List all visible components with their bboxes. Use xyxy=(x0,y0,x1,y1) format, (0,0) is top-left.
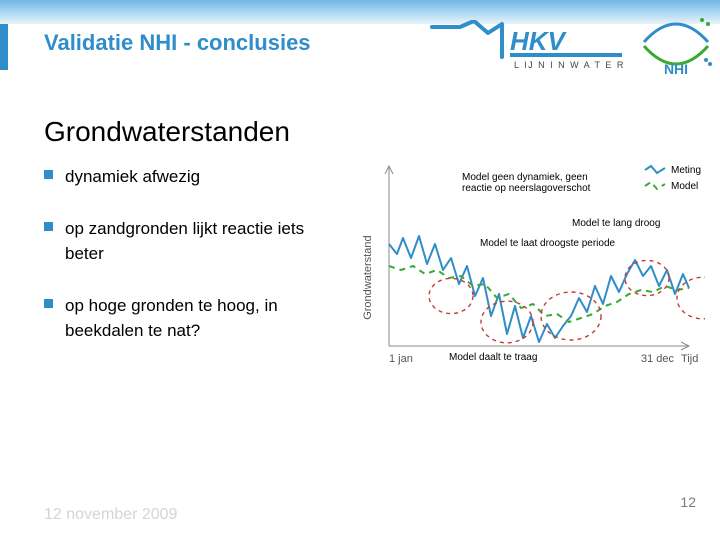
svg-text:Model: Model xyxy=(671,181,698,192)
svg-text:Model te lang droog: Model te lang droog xyxy=(572,218,660,229)
list-item: op hoge gronden te hoog, in beekdalen te… xyxy=(44,293,344,344)
bullet-text: op hoge gronden te hoog, in beekdalen te… xyxy=(65,293,344,344)
slide: Validatie NHI - conclusies HKV L IJ N I … xyxy=(0,0,720,540)
bullet-text: dynamiek afwezig xyxy=(65,164,200,190)
bullet-square-icon xyxy=(44,170,53,179)
hkv-letters: HKV xyxy=(510,26,568,56)
bullet-square-icon xyxy=(44,222,53,231)
hkv-subtitle: L IJ N I N W A T E R xyxy=(514,60,625,70)
list-item: dynamiek afwezig xyxy=(44,164,344,190)
svg-text:Model geen dynamiek, geen: Model geen dynamiek, geen xyxy=(462,172,588,183)
bullet-square-icon xyxy=(44,299,53,308)
bullet-list: dynamiek afwezig op zandgronden lijkt re… xyxy=(44,164,344,370)
groundwater-chart: Grondwaterstand 1 jan 31 dec Tijd Model geen… xyxy=(355,160,705,380)
nhi-dot xyxy=(706,22,710,26)
svg-text:Tijd: Tijd xyxy=(681,353,698,365)
nhi-dot xyxy=(700,18,704,22)
svg-text:Model daalt te traag: Model daalt te traag xyxy=(449,352,537,363)
nhi-arc-top xyxy=(644,24,708,42)
hkv-underline xyxy=(510,53,622,57)
svg-text:Model te laat droogste periode: Model te laat droogste periode xyxy=(480,238,616,249)
nhi-logo: NHI xyxy=(640,14,712,76)
slide-header-title: Validatie NHI - conclusies xyxy=(44,30,311,56)
nhi-label: NHI xyxy=(664,61,688,76)
footer-page-number: 12 xyxy=(680,494,696,510)
footer-date: 12 november 2009 xyxy=(44,506,177,524)
hkv-wave-icon xyxy=(432,21,502,57)
content-title: Grondwaterstanden xyxy=(44,116,290,148)
svg-text:1 jan: 1 jan xyxy=(389,353,413,365)
svg-text:Grondwaterstand: Grondwaterstand xyxy=(362,235,374,319)
svg-text:Meting: Meting xyxy=(671,165,701,176)
svg-text:reactie op neerslagoverschot: reactie op neerslagoverschot xyxy=(462,183,591,194)
hkv-logo: HKV L IJ N I N W A T E R xyxy=(430,20,630,75)
accent-bar xyxy=(0,24,8,70)
nhi-dot xyxy=(704,58,708,62)
nhi-dot xyxy=(708,62,712,66)
list-item: op zandgronden lijkt reactie iets beter xyxy=(44,216,344,267)
svg-text:31 dec: 31 dec xyxy=(641,353,675,365)
bullet-text: op zandgronden lijkt reactie iets beter xyxy=(65,216,344,267)
